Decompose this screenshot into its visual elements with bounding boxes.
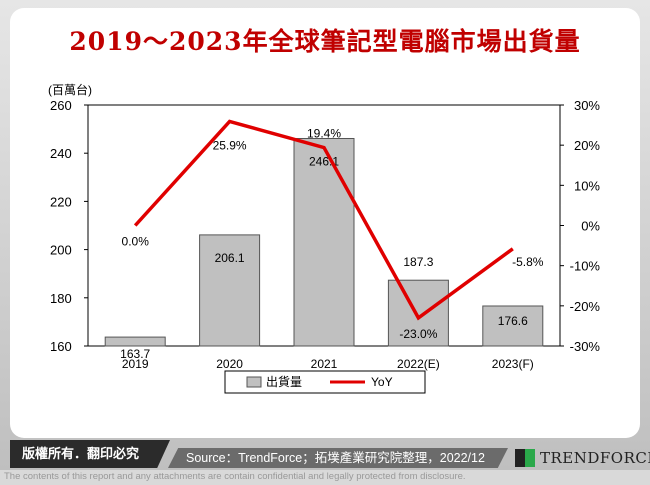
y-tick-label: 220 bbox=[50, 194, 72, 209]
bar-label: 187.3 bbox=[403, 255, 433, 269]
bar-2022(E) bbox=[387, 279, 449, 347]
y-tick-label: 160 bbox=[50, 339, 72, 354]
legend-bar-swatch bbox=[246, 376, 262, 388]
y2-tick-label: 30% bbox=[574, 98, 600, 113]
bar-2019 bbox=[104, 336, 166, 347]
y-axis-label: (百萬台) bbox=[48, 82, 92, 97]
source-label: Source：TrendForce；拓墣產業研究院整理，2022/12 bbox=[168, 448, 508, 468]
y2-tick-label: -20% bbox=[570, 299, 601, 314]
x-tick-label: 2019 bbox=[122, 357, 149, 371]
x-tick-label: 2023(F) bbox=[492, 357, 534, 371]
bar-2021 bbox=[293, 137, 355, 347]
y2-tick-label: 10% bbox=[574, 178, 600, 193]
x-tick-label: 2020 bbox=[216, 357, 243, 371]
copyright-label: 版權所有．翻印必究 bbox=[10, 440, 170, 468]
y-tick-label: 240 bbox=[50, 146, 72, 161]
legend bbox=[224, 370, 426, 394]
bar-label: 176.6 bbox=[498, 314, 528, 328]
bar-label: 163.7 bbox=[120, 347, 150, 361]
legend-bar-label: 出貨量 bbox=[266, 374, 302, 389]
yoy-label: -5.8% bbox=[512, 255, 544, 269]
x-tick-label: 2022(E) bbox=[397, 357, 440, 371]
bar-label: 206.1 bbox=[215, 251, 245, 265]
chart-title: 2019～2023年全球筆記型電腦市場出貨量 bbox=[69, 27, 581, 56]
yoy-label: 25.9% bbox=[213, 138, 247, 152]
y-tick-label: 200 bbox=[50, 243, 72, 258]
y2-tick-label: -30% bbox=[570, 339, 601, 354]
yoy-label: 0.0% bbox=[122, 235, 150, 249]
y2-tick-label: 20% bbox=[574, 138, 600, 153]
y-tick-label: 260 bbox=[50, 98, 72, 113]
x-tick-label: 2021 bbox=[311, 357, 338, 371]
chart: (百萬台)260 240 220 200 180 160 30% 20% 10% 0% -10% -2… bbox=[48, 82, 601, 394]
y-tick-label: 180 bbox=[50, 291, 72, 306]
disclaimer: The contents of this report and any atta… bbox=[4, 471, 466, 482]
y2-tick-label: 0% bbox=[581, 219, 600, 234]
trendforce-logo-icon bbox=[515, 449, 535, 467]
y2-tick-label: -10% bbox=[570, 259, 601, 274]
yoy-line bbox=[133, 119, 514, 321]
legend-line-label: YoY bbox=[371, 375, 393, 389]
yoy-label: -23.0% bbox=[399, 327, 437, 341]
bar-2020 bbox=[199, 234, 261, 347]
logo-text: TRENDFORCE bbox=[540, 449, 650, 467]
bar-2023(F) bbox=[482, 305, 544, 347]
trendforce-logo: TRENDFORCE bbox=[515, 448, 650, 468]
yoy-label: 19.4% bbox=[307, 127, 341, 141]
